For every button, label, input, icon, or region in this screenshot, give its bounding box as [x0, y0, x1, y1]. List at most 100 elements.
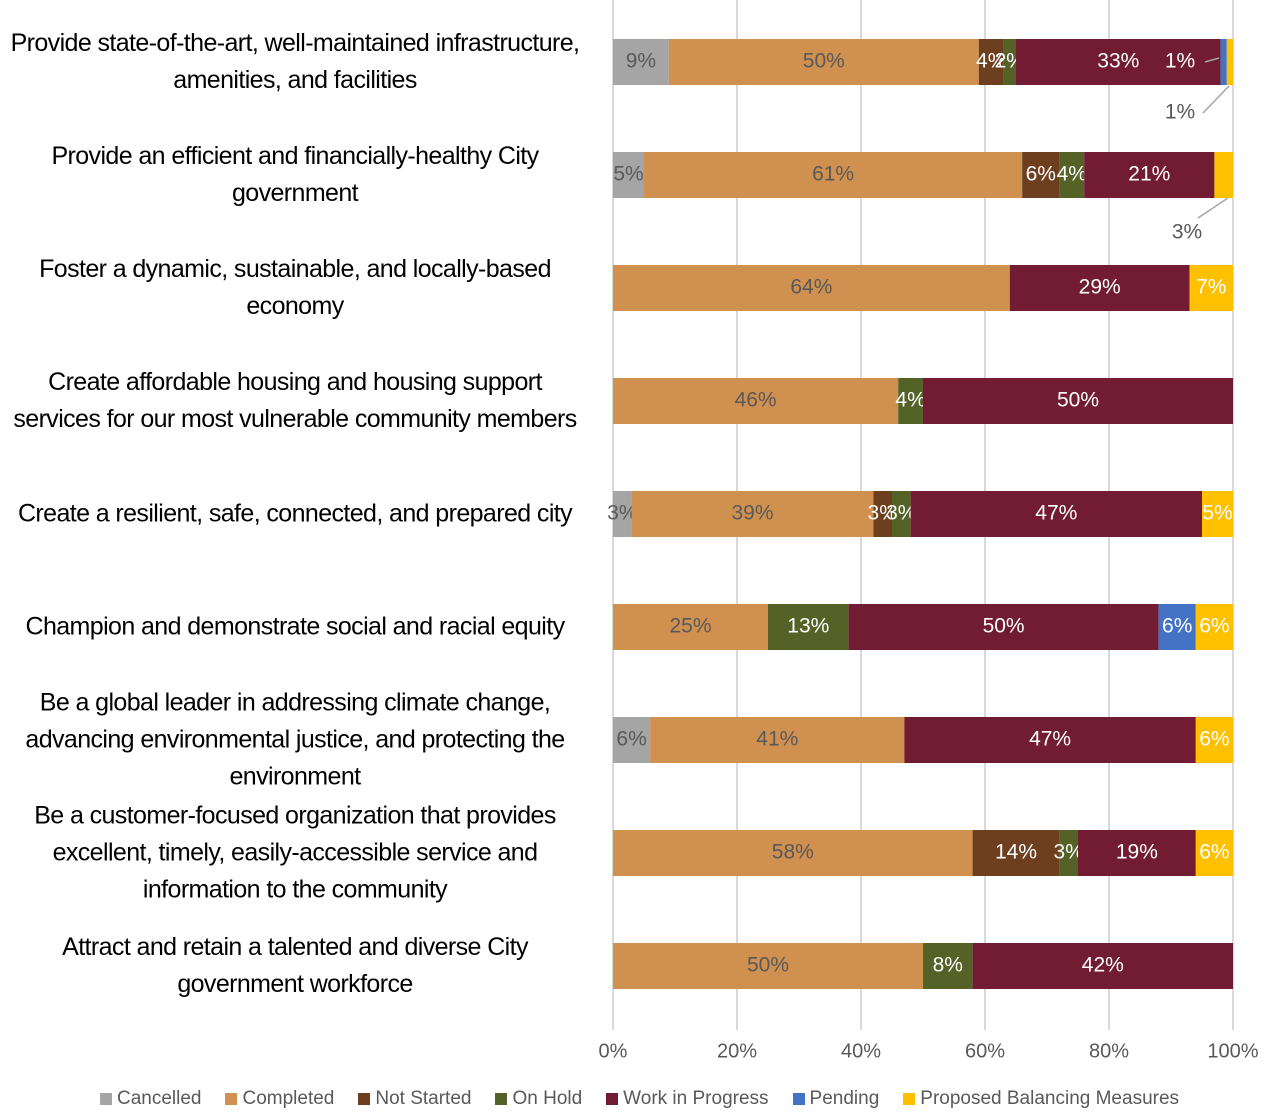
bar-segment	[613, 830, 973, 876]
legend-label: Proposed Balancing Measures	[920, 1088, 1180, 1109]
legend: Cancelled Completed Not Started On Hold Work…	[0, 1088, 1279, 1110]
legend-swatch	[225, 1093, 238, 1105]
data-label: 50%	[747, 954, 789, 977]
data-label: 1%	[1165, 101, 1195, 124]
bar-segment	[1202, 491, 1233, 537]
data-label: 58%	[772, 841, 814, 864]
data-label: 13%	[787, 615, 829, 638]
bar-segment	[972, 830, 1060, 876]
bar-segment	[1195, 604, 1233, 650]
bar-segment	[923, 943, 973, 989]
bar-segment	[892, 491, 911, 537]
data-label: 42%	[1082, 954, 1124, 977]
callout-line	[1202, 85, 1230, 114]
legend-item: Cancelled	[99, 1088, 202, 1110]
bar-segment	[768, 604, 849, 650]
category-label: Champion and demonstrate social and raci…	[25, 612, 566, 641]
data-label: 33%	[1097, 50, 1139, 73]
legend-swatch	[99, 1093, 112, 1105]
bar-segment	[613, 265, 1010, 311]
data-label: 9%	[626, 50, 656, 73]
legend-label: Work in Progress	[623, 1088, 769, 1109]
legend-label: Completed	[242, 1088, 335, 1109]
category-label: Provide an efficient and financially-hea…	[51, 142, 539, 207]
bar-segment	[904, 717, 1196, 763]
category-label: Create affordable housing and housing su…	[13, 368, 577, 433]
data-label: 6%	[1199, 728, 1229, 751]
bar-segment	[848, 604, 1159, 650]
bar-segment	[1009, 265, 1190, 311]
data-label: 3%	[1054, 841, 1084, 864]
data-label: 19%	[1116, 841, 1158, 864]
data-label: 41%	[756, 728, 798, 751]
data-label: 6%	[1199, 615, 1229, 638]
legend-item: On Hold	[495, 1088, 582, 1110]
x-tick-label: 0%	[599, 1040, 628, 1062]
bar-segment	[613, 39, 669, 85]
legend-item: Completed	[225, 1088, 334, 1110]
x-tick-label: 40%	[841, 1040, 881, 1062]
bar-segment	[1059, 830, 1078, 876]
legend-item: Proposed Balancing Measures	[903, 1088, 1179, 1110]
data-label: 39%	[731, 502, 773, 525]
category-label: Be a customer-focused organization that …	[34, 801, 556, 904]
x-tick-label: 100%	[1207, 1040, 1258, 1062]
bar-segment	[972, 943, 1233, 989]
category-label: Create a resilient, safe, connected, and…	[17, 499, 573, 528]
callout-line	[1204, 57, 1220, 63]
bar-segment	[613, 152, 644, 198]
bar-segment	[1220, 39, 1227, 85]
data-label: 64%	[790, 276, 832, 299]
legend-item: Not Started	[358, 1088, 471, 1110]
bar-segment	[1226, 39, 1233, 85]
bar-segment	[613, 717, 651, 763]
data-label: 4%	[976, 50, 1006, 73]
category-label: Provide state-of-the-art, well-maintaine…	[10, 29, 580, 94]
bar-segment	[613, 604, 768, 650]
legend-item: Pending	[792, 1088, 879, 1110]
bar-segment	[613, 943, 923, 989]
bar-segment	[1078, 830, 1196, 876]
data-label: 50%	[983, 615, 1025, 638]
bar-segment	[631, 491, 874, 537]
data-label: 5%	[1202, 502, 1232, 525]
data-label: 3%	[886, 502, 916, 525]
bar-segment	[1016, 39, 1221, 85]
legend-swatch	[792, 1093, 805, 1105]
bar-segment	[1158, 604, 1196, 650]
data-label: 50%	[803, 50, 845, 73]
category-label: Foster a dynamic, sustainable, and local…	[39, 255, 551, 320]
x-tick-label: 60%	[965, 1040, 1005, 1062]
data-label: 6%	[616, 728, 646, 751]
category-label: Be a global leader in addressing climate…	[25, 688, 565, 791]
legend-swatch	[606, 1093, 619, 1105]
bar-segment	[1084, 152, 1215, 198]
data-label: 25%	[669, 615, 711, 638]
data-label: 6%	[1162, 615, 1192, 638]
bar-segment	[613, 491, 632, 537]
bar-segment	[898, 378, 923, 424]
bar-segment	[1195, 717, 1233, 763]
category-label: Attract and retain a talented and divers…	[62, 933, 528, 998]
data-label: 46%	[735, 389, 777, 412]
bar-segment	[1214, 152, 1233, 198]
legend-swatch	[358, 1093, 371, 1105]
data-label: 1%	[1165, 50, 1195, 73]
bar-segment	[1003, 39, 1016, 85]
data-label: 6%	[1199, 841, 1229, 864]
bar-segment	[923, 378, 1233, 424]
data-label: 3%	[868, 502, 898, 525]
x-tick-label: 80%	[1089, 1040, 1129, 1062]
bar-segment	[613, 378, 899, 424]
bar-segment	[1022, 152, 1060, 198]
bar-segment	[1189, 265, 1233, 311]
legend-label: On Hold	[512, 1088, 583, 1109]
data-label: 4%	[1057, 163, 1087, 186]
data-label: 3%	[1172, 221, 1202, 244]
legend-swatch	[495, 1093, 508, 1105]
legend-label: Cancelled	[116, 1088, 202, 1109]
legend-label: Not Started	[375, 1088, 472, 1109]
data-label: 7%	[1196, 276, 1226, 299]
